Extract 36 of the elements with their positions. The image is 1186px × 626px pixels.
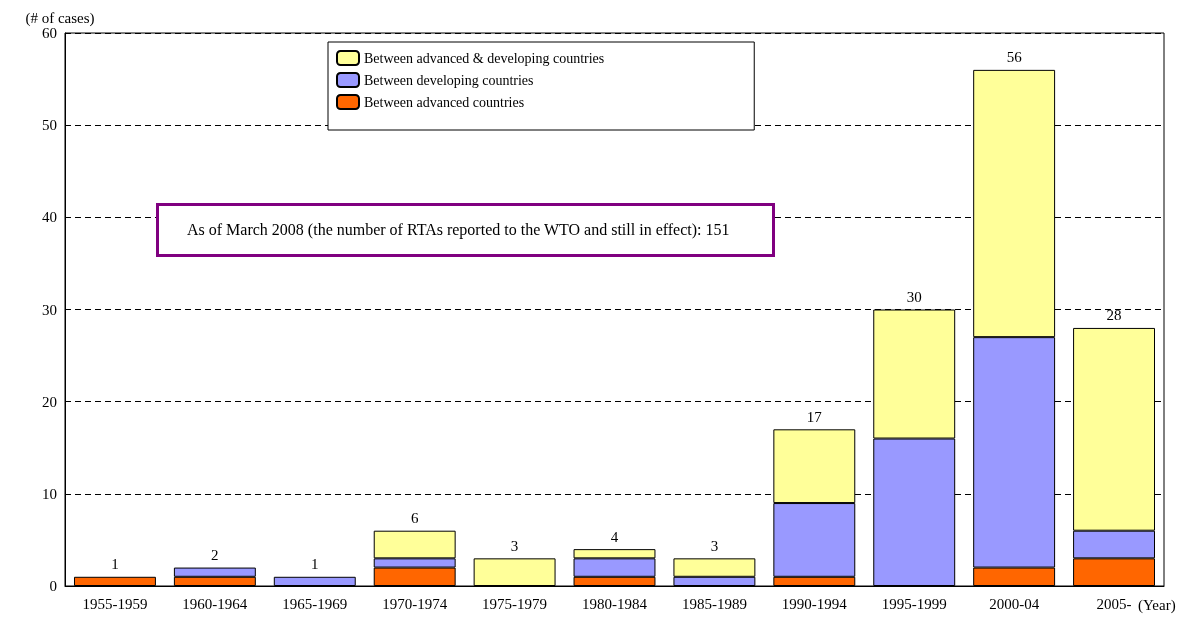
- y-tick-label: 0: [49, 578, 57, 594]
- note-frame: As of March 2008 (the number of RTAs reported to the WTO and still in effect): 151: [156, 203, 775, 257]
- total-label: 1: [111, 556, 119, 573]
- x-axis-title: (Year): [1138, 597, 1176, 614]
- total-label: 3: [510, 537, 519, 554]
- legend-label: Between developing countries: [364, 72, 534, 88]
- total-label: 3: [710, 537, 719, 554]
- total-label: 1: [311, 556, 319, 573]
- x-tick-label: 1965-1969: [282, 595, 348, 612]
- x-tick-label: 1970-1974: [382, 595, 448, 612]
- y-tick-label: 40: [42, 209, 57, 226]
- x-tick-label: 1960-1964: [182, 595, 248, 612]
- x-tick-label: 1975-1979: [482, 595, 548, 612]
- total-label: 30: [906, 289, 922, 305]
- y-axis-title: (# of cases): [25, 9, 95, 27]
- y-tick-label: 30: [42, 301, 57, 318]
- total-label: 28: [1106, 307, 1122, 324]
- x-tick-label: 1990-1994: [781, 595, 848, 612]
- total-label: 56: [1006, 49, 1023, 66]
- total-label: 17: [806, 408, 823, 425]
- y-tick-label: 10: [42, 485, 57, 502]
- y-tick-label: 50: [42, 117, 57, 134]
- total-label: 4: [610, 528, 619, 545]
- x-tick-label: 1980-1984: [582, 595, 648, 612]
- y-tick-label: 20: [42, 393, 57, 410]
- legend-label: Between advanced countries: [364, 94, 525, 110]
- x-tick-label: 1985-1989: [681, 595, 747, 612]
- x-tick-label: 2000-04: [989, 595, 1040, 612]
- legend-label: Between advanced & developing countries: [364, 50, 605, 66]
- x-tick-label: 1955-1959: [82, 595, 148, 612]
- annotation: As of March 2008 (the number of RTAs reported to the WTO and still in effect): 151: [187, 221, 730, 238]
- x-tick-label: 2005-: [1096, 595, 1132, 612]
- y-tick-label: 60: [42, 25, 57, 41]
- total-label: 2: [211, 547, 219, 564]
- total-label: 6: [410, 510, 419, 527]
- x-tick-label: 1995-1999: [881, 595, 947, 612]
